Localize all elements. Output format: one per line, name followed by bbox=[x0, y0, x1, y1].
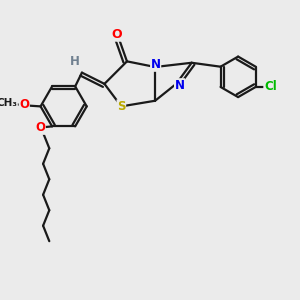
Text: O: O bbox=[112, 28, 122, 41]
Text: N: N bbox=[151, 58, 161, 71]
Text: O: O bbox=[35, 121, 45, 134]
Text: Cl: Cl bbox=[264, 80, 277, 94]
Text: O: O bbox=[19, 98, 29, 112]
Text: H: H bbox=[70, 56, 80, 68]
Text: N: N bbox=[175, 79, 184, 92]
Text: S: S bbox=[117, 100, 126, 113]
Text: CH₃: CH₃ bbox=[0, 98, 17, 108]
Text: methoxy: methoxy bbox=[7, 104, 13, 106]
